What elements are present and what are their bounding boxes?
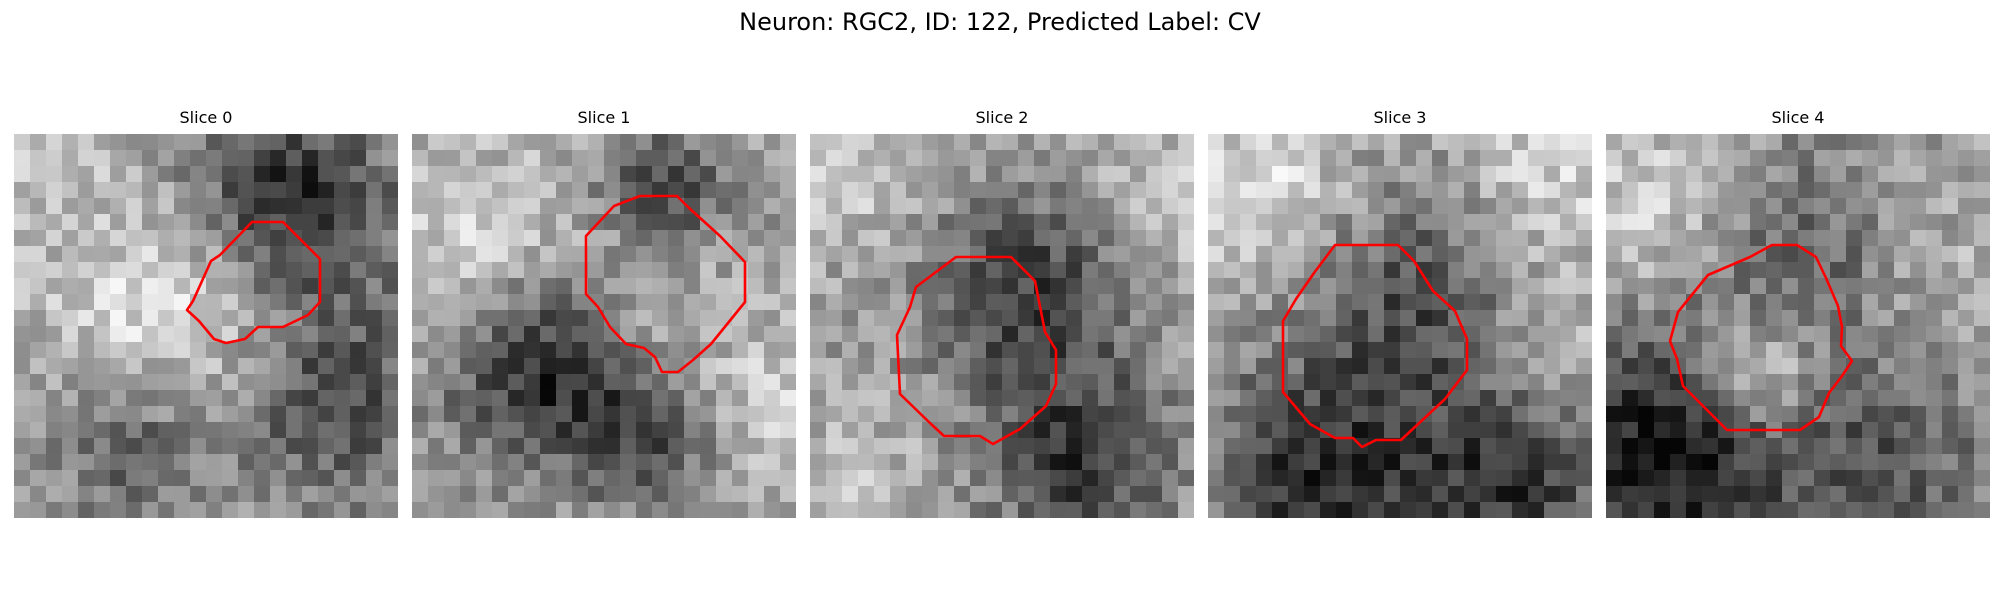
grayscale-pixel-grid xyxy=(14,134,398,518)
neuron-roi-contour xyxy=(584,194,747,374)
neuron-roi-contour xyxy=(1668,243,1854,432)
neuron-roi-contour xyxy=(895,255,1058,446)
neuron-roi-contour xyxy=(185,220,322,345)
slice-title: Slice 0 xyxy=(179,108,233,127)
slice-panel-1: Slice 1 xyxy=(412,108,796,518)
slice-panel-4: Slice 4 xyxy=(1606,108,1990,518)
slice-title: Slice 1 xyxy=(577,108,631,127)
slice-panel-3: Slice 3 xyxy=(1208,108,1592,518)
neuron-roi-contour xyxy=(1281,243,1469,449)
slice-image-1 xyxy=(412,134,796,518)
grayscale-pixel-grid xyxy=(412,134,796,518)
slice-image-0 xyxy=(14,134,398,518)
slice-title: Slice 3 xyxy=(1373,108,1427,127)
slice-image-2 xyxy=(810,134,1194,518)
grayscale-pixel-grid xyxy=(1208,134,1592,518)
slice-title: Slice 4 xyxy=(1771,108,1825,127)
slice-image-3 xyxy=(1208,134,1592,518)
figure-title: Neuron: RGC2, ID: 122, Predicted Label: … xyxy=(739,8,1261,36)
slice-image-4 xyxy=(1606,134,1990,518)
slice-title: Slice 2 xyxy=(975,108,1029,127)
slice-panel-0: Slice 0 xyxy=(14,108,398,518)
slice-panel-2: Slice 2 xyxy=(810,108,1194,518)
grayscale-pixel-grid xyxy=(810,134,1194,518)
grayscale-pixel-grid xyxy=(1606,134,1990,518)
